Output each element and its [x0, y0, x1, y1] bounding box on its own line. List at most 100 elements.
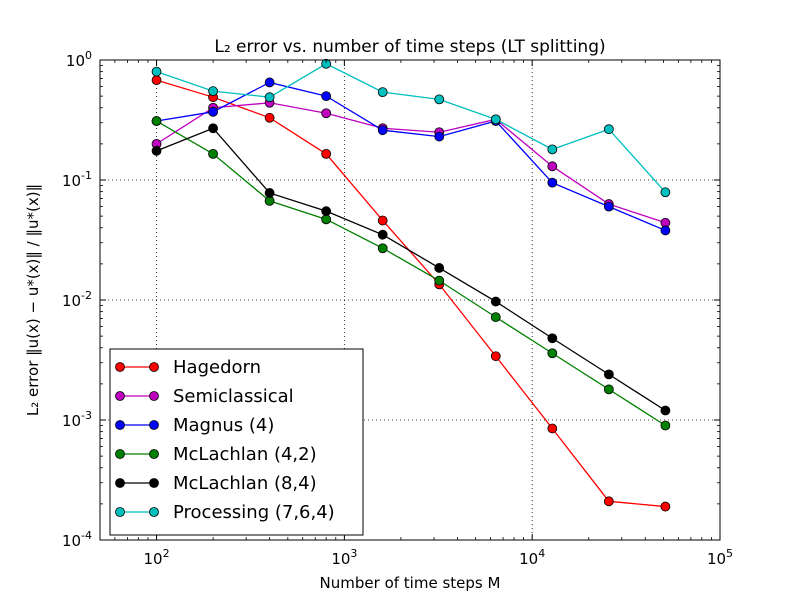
- data-point: [377, 87, 388, 98]
- series-mclachlan-8-4: [151, 123, 671, 416]
- data-point: [264, 92, 275, 103]
- data-point: [264, 112, 275, 123]
- legend-marker: [149, 420, 159, 430]
- y-axis-title: L₂ error ‖u(x) − u*(x)‖ / ‖u*(x)‖: [24, 184, 42, 416]
- data-point: [321, 214, 332, 225]
- legend-marker: [115, 391, 125, 401]
- x-tick-label: 105: [707, 547, 733, 568]
- x-tick-label: 103: [331, 547, 357, 568]
- data-point: [321, 149, 332, 159]
- y-tick-label-base: 10: [66, 52, 85, 70]
- y-tick-label: 100: [66, 49, 92, 70]
- legend-entry: Magnus (4): [115, 415, 274, 436]
- data-point: [151, 75, 162, 85]
- series-line: [156, 79, 666, 508]
- series-line: [156, 63, 666, 193]
- legend-marker: [115, 478, 125, 488]
- series-hagedorn: [151, 75, 671, 512]
- data-point: [603, 369, 614, 380]
- data-point: [434, 263, 445, 273]
- legend-entry: McLachlan (8,4): [115, 473, 317, 494]
- y-tick-label-base: 10: [62, 532, 81, 550]
- legend-marker: [115, 362, 125, 372]
- legend-marker: [149, 362, 159, 372]
- data-point: [208, 86, 218, 97]
- y-tick-label: 10-3: [62, 409, 92, 430]
- legend-label: Hagedorn: [173, 357, 261, 378]
- data-point: [490, 312, 501, 323]
- series-line: [156, 120, 666, 427]
- chart-title: L₂ error vs. number of time steps (LT sp…: [214, 37, 605, 57]
- data-point: [321, 108, 332, 119]
- data-point: [377, 229, 388, 240]
- y-tick-label-exponent: -1: [81, 169, 92, 182]
- legend: Hagedorn Semiclassical Magnus (4) McLachlan…: [109, 348, 364, 536]
- y-tick-label-base: 10: [62, 412, 81, 430]
- legend-marker: [115, 507, 125, 517]
- data-point: [603, 201, 614, 212]
- x-tick-label-base: 10: [707, 550, 726, 568]
- series-layer: [151, 58, 671, 512]
- x-tick-label-exponent: 3: [350, 547, 357, 560]
- data-point: [208, 106, 218, 117]
- legend-label: Magnus (4): [173, 415, 274, 436]
- legend-label: Processing (7,6,4): [173, 502, 335, 523]
- legend-marker: [115, 420, 125, 430]
- data-point: [377, 243, 388, 254]
- data-point: [490, 114, 501, 125]
- legend-entry: McLachlan (4,2): [115, 444, 317, 465]
- data-point: [547, 144, 558, 155]
- legend-label: Semiclassical: [173, 386, 294, 407]
- data-point: [660, 501, 671, 512]
- data-point: [321, 206, 332, 217]
- data-point: [547, 423, 558, 434]
- legend-label: McLachlan (8,4): [173, 473, 317, 494]
- x-tick-label-base: 10: [331, 550, 350, 568]
- y-tick-label-exponent: -3: [81, 409, 92, 422]
- x-tick-label-exponent: 2: [163, 547, 170, 560]
- data-point: [490, 351, 501, 362]
- data-point: [603, 124, 614, 135]
- x-tick-label-exponent: 5: [726, 547, 733, 560]
- y-tick-label: 10-2: [62, 289, 92, 310]
- y-tick-label-base: 10: [62, 292, 81, 310]
- data-point: [547, 333, 558, 344]
- data-point: [547, 177, 558, 188]
- data-point: [434, 275, 445, 286]
- legend-entry: Processing (7,6,4): [115, 502, 335, 523]
- data-point: [377, 215, 388, 226]
- data-point: [547, 348, 558, 359]
- series-line: [156, 102, 666, 224]
- legend-marker: [149, 507, 159, 517]
- y-tick-label-base: 10: [62, 172, 81, 190]
- x-tick-label-base: 10: [143, 550, 162, 568]
- x-tick-label: 104: [519, 547, 545, 568]
- data-point: [264, 188, 275, 198]
- legend-marker: [149, 478, 159, 488]
- data-point: [660, 225, 671, 236]
- data-point: [547, 161, 558, 172]
- x-tick-label-base: 10: [519, 550, 538, 568]
- legend-box: [109, 348, 364, 536]
- x-axis-title: Number of time steps M: [320, 574, 501, 592]
- legend-entry: Hagedorn: [115, 357, 261, 378]
- data-point: [208, 149, 218, 159]
- series-mclachlan-4-2: [151, 116, 671, 431]
- data-point: [151, 66, 162, 77]
- data-point: [660, 405, 671, 416]
- legend-marker: [149, 391, 159, 401]
- y-tick-label-exponent: -2: [81, 289, 92, 302]
- legend-label: McLachlan (4,2): [173, 444, 317, 465]
- data-point: [434, 94, 445, 105]
- data-point: [603, 496, 614, 507]
- x-tick-label: 102: [143, 547, 169, 568]
- data-point: [151, 116, 162, 126]
- data-point: [434, 131, 445, 142]
- data-point: [321, 58, 332, 69]
- y-tick-label-exponent: -4: [81, 529, 92, 542]
- data-point: [151, 145, 162, 156]
- x-tick-label-exponent: 4: [538, 547, 545, 560]
- series-processing-7-6-4: [151, 58, 671, 198]
